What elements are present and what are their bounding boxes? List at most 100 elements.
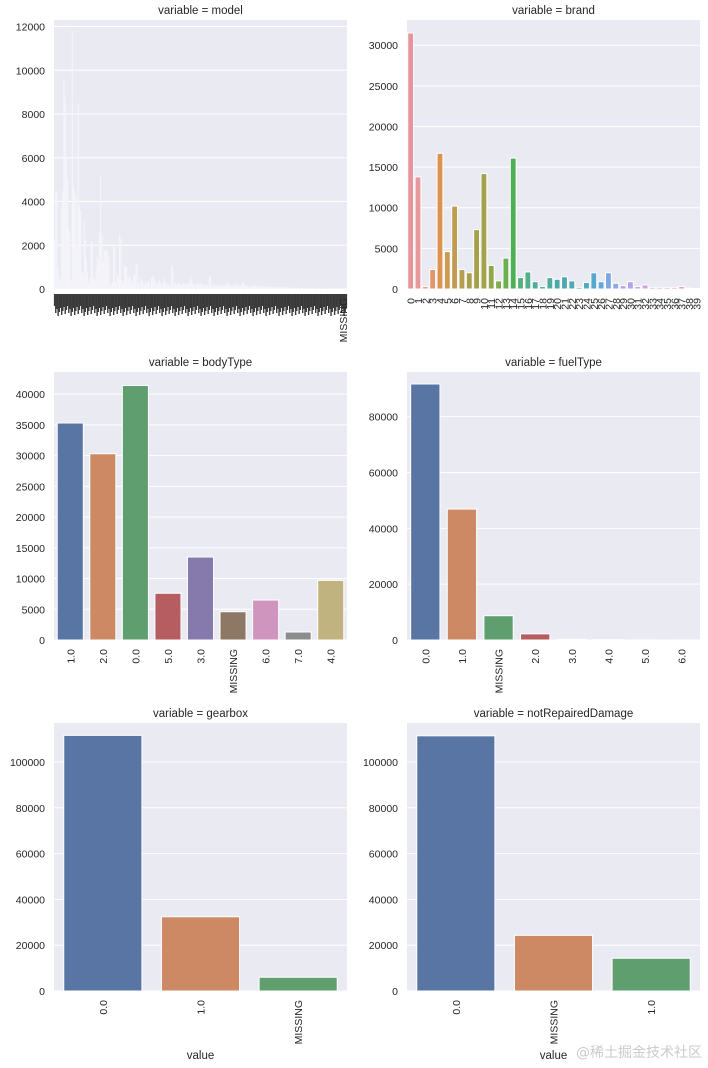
bar [575, 286, 583, 290]
ytick-label: 2000 [22, 240, 46, 252]
xtick-label: 0.0 [130, 649, 142, 664]
ytick-label: 0 [39, 986, 45, 998]
bar [128, 278, 130, 289]
bar [199, 282, 201, 289]
bar [495, 280, 502, 290]
bar [121, 385, 149, 641]
bar [429, 268, 437, 290]
xtick-label: 21 [559, 298, 571, 310]
bar [263, 286, 265, 289]
facet-panel-5: 0 20000 40000 60000 80000 100000 variable = no… [363, 708, 700, 1062]
bar [160, 916, 241, 992]
bar [149, 284, 151, 289]
bar [76, 247, 78, 289]
bar [110, 284, 112, 289]
bar [284, 631, 312, 641]
bar [225, 285, 227, 289]
bar [155, 282, 157, 289]
bar [243, 283, 245, 289]
xtick-label: 0.0 [451, 1000, 463, 1015]
bar [226, 282, 228, 289]
bar [300, 288, 303, 289]
bar [303, 288, 305, 289]
bar [520, 633, 551, 641]
axes-background [54, 20, 347, 289]
bar [313, 288, 316, 289]
ytick-label: 80000 [16, 803, 45, 815]
xtick-label: 11 [486, 298, 498, 309]
bar [120, 238, 122, 289]
bar [214, 284, 216, 289]
x-axis-label: value [187, 1050, 215, 1062]
ytick-label: 5000 [375, 243, 399, 255]
xtick-label: 5.0 [163, 649, 175, 664]
xtick-label: 6.0 [677, 649, 689, 664]
bar [293, 287, 296, 289]
bar [134, 275, 136, 289]
ytick-label: 10000 [16, 65, 45, 77]
xtick-label: 3 [428, 298, 440, 304]
bar [194, 284, 196, 289]
bar [137, 282, 140, 289]
bar [126, 267, 128, 289]
bar [322, 288, 324, 289]
bar [238, 284, 240, 289]
xtick-label: MISSING [549, 1000, 561, 1044]
bar [103, 249, 105, 289]
bar [641, 284, 649, 290]
bar [183, 283, 186, 289]
bar [201, 284, 203, 289]
bar [283, 287, 285, 289]
bar [483, 615, 514, 641]
bar [312, 288, 314, 289]
xtick-label: 24 [581, 298, 593, 310]
bar [278, 287, 280, 289]
bar [59, 280, 62, 289]
bar [63, 734, 143, 992]
bar [502, 257, 510, 290]
bar [101, 234, 103, 289]
bar [318, 288, 320, 289]
bar [254, 285, 257, 289]
bar [306, 288, 309, 289]
bar [605, 272, 612, 290]
bar [157, 280, 160, 289]
xtick-label: 1.0 [457, 649, 469, 664]
panel-title: variable = bodyType [149, 357, 252, 369]
bar [166, 284, 168, 289]
ytick-label: 40000 [369, 523, 398, 535]
bar [96, 256, 98, 289]
bar [174, 282, 176, 289]
bar [284, 287, 286, 289]
bar [480, 173, 488, 290]
bar [451, 205, 459, 290]
bar [124, 267, 127, 289]
bar [135, 262, 137, 289]
bar [133, 273, 135, 289]
bar [436, 152, 444, 290]
ytick-label: 0 [392, 284, 398, 296]
bar [297, 287, 299, 289]
bar [317, 579, 345, 641]
bar [121, 280, 123, 289]
ytick-label: 0 [39, 284, 45, 296]
bar [72, 186, 75, 289]
bar [94, 280, 96, 289]
ytick-label: 20000 [369, 940, 398, 952]
bar [77, 103, 79, 290]
ytick-label: 20000 [16, 512, 45, 524]
bar [315, 288, 317, 289]
xtick-label: 5.0 [640, 649, 652, 664]
bar [219, 285, 221, 289]
bar [153, 276, 155, 289]
xtick-label: 39 [691, 298, 703, 310]
xtick-label: 2 [420, 298, 432, 304]
bar [245, 285, 247, 289]
bar [656, 286, 664, 290]
xtick-label: 13 [501, 298, 513, 310]
bar [89, 453, 117, 641]
bar [308, 288, 310, 289]
bar [130, 280, 132, 289]
xtick-label: 20 [552, 298, 564, 310]
xtick-label: 33 [647, 298, 659, 310]
